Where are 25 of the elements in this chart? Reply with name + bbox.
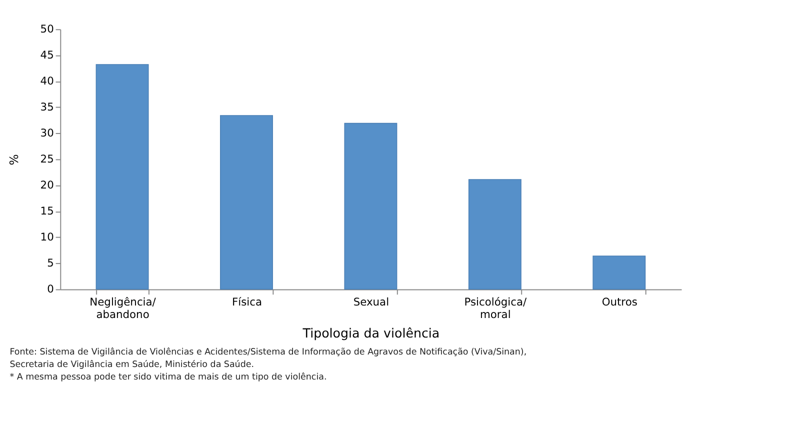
bar — [96, 64, 149, 290]
y-tick-label: 35 — [40, 100, 54, 114]
bar — [344, 122, 398, 290]
y-tick-label: 40 — [40, 74, 54, 88]
y-tick-label: 15 — [40, 204, 54, 218]
x-axis-title: Tipologia da violência — [302, 325, 440, 340]
x-tick-label: Física — [232, 295, 262, 308]
bar — [220, 115, 273, 290]
y-tick-label: 10 — [40, 230, 54, 244]
text: * A mesma pessoa pode ter sido vitima de mais de um tipo de violência. — [10, 372, 327, 382]
bar — [468, 179, 522, 290]
y-tick-label: 0 — [47, 282, 54, 296]
y-tick-label: 50 — [40, 22, 54, 36]
x-tick-label: Negligência/ abandono — [90, 295, 156, 321]
y-axis-title: % — [6, 154, 21, 166]
y-tick-label: 5 — [47, 256, 54, 270]
x-tick-label: Sexual — [353, 295, 390, 308]
x-tick-label: Psicológica/ moral — [464, 295, 527, 321]
x-tick-label: Outros — [602, 295, 638, 308]
bar — [592, 256, 646, 290]
y-tick-label: 45 — [40, 48, 54, 62]
y-tick-label: 30 — [40, 126, 54, 140]
y-tick-label: 25 — [40, 152, 54, 166]
y-tick-label: 20 — [40, 178, 54, 192]
source-note: Fonte: Sistema de Vigilância de Violências e Acidentes/Sistema de Informação de Agravos de Notificação (Viva/Sinan), Secretaria de Vigilância em Saúde, Ministério da Saúde. — [10, 347, 527, 370]
